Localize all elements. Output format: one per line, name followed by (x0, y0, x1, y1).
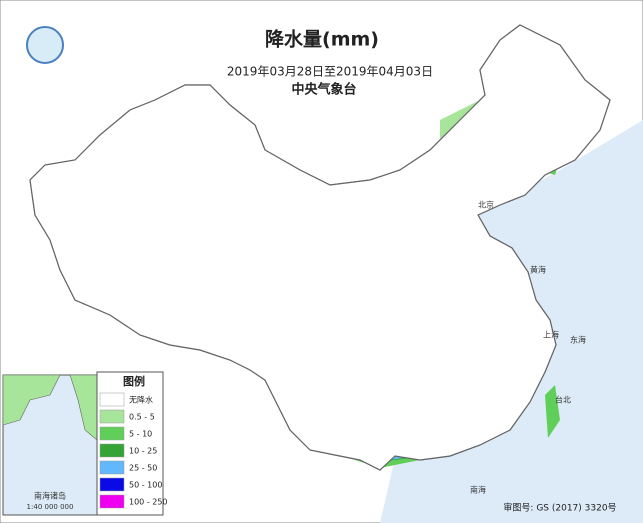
legend-label: 0.5 - 5 (129, 413, 155, 422)
inset-land (2, 374, 98, 441)
place-label: 北京 (478, 200, 494, 210)
legend-label: 100 - 250 (129, 498, 168, 507)
legend-swatch (99, 494, 125, 509)
place-label: 东海 (570, 335, 586, 345)
legend-label: 5 - 10 (129, 430, 152, 439)
sea (380, 120, 643, 523)
legend-title: 图例 (123, 374, 145, 388)
legend-swatch (99, 409, 125, 424)
legend-swatch (99, 460, 125, 475)
logo (26, 26, 64, 64)
taiwan (545, 385, 560, 438)
inset-title: 南海诸岛 (34, 491, 66, 501)
legend-swatch (99, 392, 125, 407)
inset-scale: 1:40 000 000 (27, 503, 74, 511)
legend-label: 50 - 100 (129, 481, 162, 490)
legend-swatch (99, 426, 125, 441)
legend-label: 25 - 50 (129, 464, 157, 473)
place-label: 台北 (555, 395, 571, 405)
legend-swatch (99, 477, 125, 492)
approval: 审图号: GS (2017) 3320号 (503, 502, 616, 514)
place-label: 上海 (543, 330, 559, 340)
title: 降水量(mm) (265, 28, 379, 51)
agency: 中央气象台 (291, 82, 356, 98)
place-label: 南海 (470, 485, 486, 495)
legend-label: 10 - 25 (129, 447, 157, 456)
period: 2019年03月28日至2019年04月03日 (227, 65, 433, 79)
place-label: 黄海 (530, 265, 546, 275)
legend-label: 无降水 (129, 395, 153, 405)
legend-swatch (99, 443, 125, 458)
